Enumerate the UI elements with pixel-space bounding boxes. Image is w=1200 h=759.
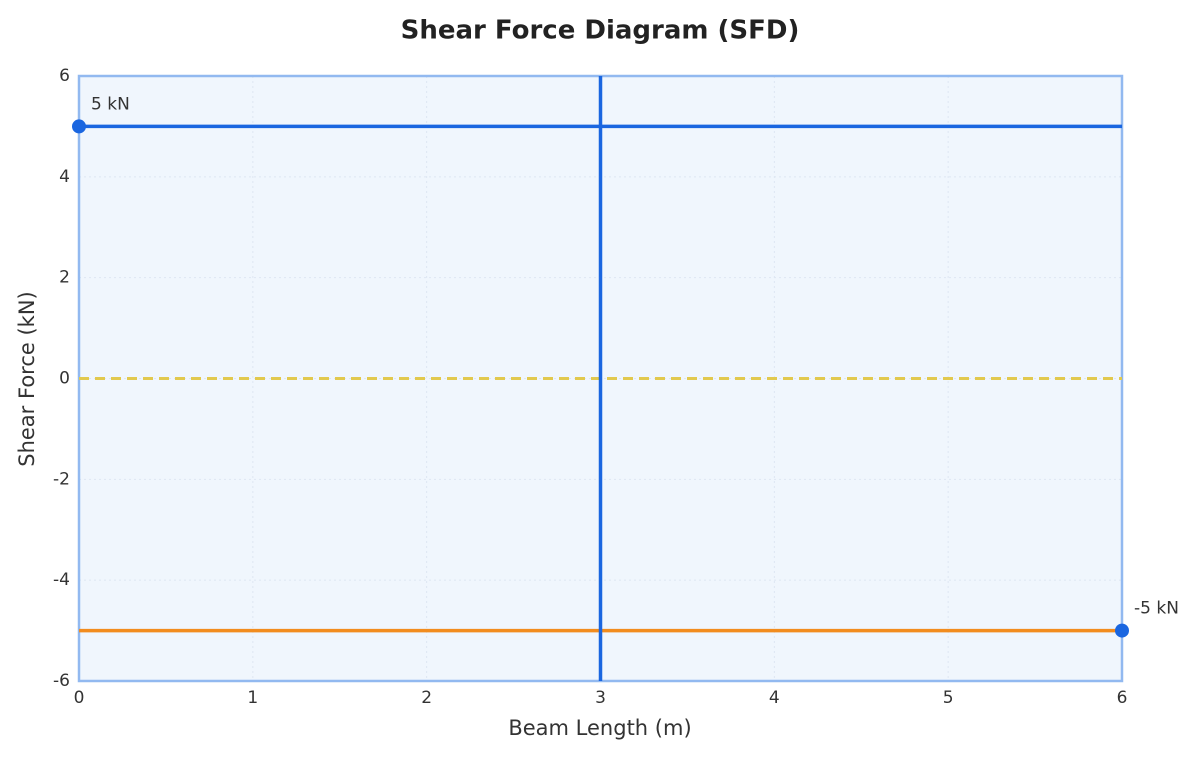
y-tick-label: 0 [59, 369, 70, 389]
y-tick-label: -4 [53, 570, 70, 590]
point-label: 5 kN [91, 94, 130, 114]
x-tick-label: 6 [1117, 688, 1128, 708]
y-tick-label: -6 [53, 671, 70, 691]
x-tick-label: 0 [74, 688, 85, 708]
y-axis-label: Shear Force (kN) [15, 291, 39, 467]
point [1115, 623, 1129, 638]
chart-title: Shear Force Diagram (SFD) [401, 16, 800, 46]
x-tick-label: 3 [595, 688, 606, 708]
y-tick-label: 4 [59, 167, 70, 187]
x-tick-label: 5 [943, 688, 954, 708]
y-tick-label: -2 [53, 469, 70, 489]
x-tick-label: 2 [421, 688, 432, 708]
x-axis-label: Beam Length (m) [508, 716, 691, 740]
x-tick-label: 1 [247, 688, 258, 708]
y-tick-label: 2 [59, 268, 70, 288]
y-tick-label: 6 [59, 66, 70, 86]
x-tick-label: 4 [769, 688, 780, 708]
point [72, 119, 86, 134]
point-label: -5 kN [1134, 599, 1179, 619]
